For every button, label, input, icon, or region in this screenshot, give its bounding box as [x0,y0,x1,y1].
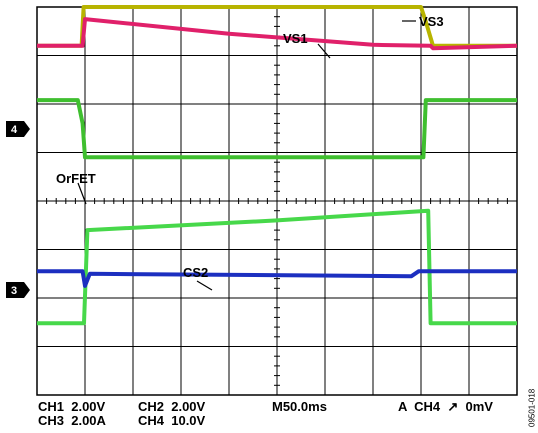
svg-text:VS3: VS3 [419,14,444,29]
svg-text:CS2: CS2 [183,265,208,280]
svg-text:4: 4 [11,124,18,136]
graticule [36,6,518,396]
svg-text:OrFET: OrFET [56,171,96,186]
trace-vs1 [37,17,518,51]
channel-3-marker: 3 [6,282,30,298]
trace-channel-4 [37,208,517,326]
trigger-setting: A CH4 ↗ 0mV [398,399,493,414]
ch3-setting: CH3 2.00A [38,413,106,428]
svg-text:3: 3 [11,285,17,297]
annotation-cs2: CS2 [183,265,213,291]
annotation-vs1: VS1 [283,31,331,59]
figure-id: 09501-018 [527,388,536,427]
trace-channel-3 [37,98,517,160]
ch2-setting: CH2 2.00V [138,399,206,414]
ch4-setting: CH4 10.0V [138,413,206,428]
ch1-setting: CH1 2.00V [38,399,106,414]
traces [37,5,518,326]
channel-4-marker: 4 [6,121,30,137]
annotation-orfet: OrFET [56,171,96,205]
trace-cs2 [37,269,517,288]
annotation-vs3: VS3 [402,14,444,29]
svg-text:VS1: VS1 [283,31,308,46]
timebase-setting: M50.0ms [272,399,327,414]
